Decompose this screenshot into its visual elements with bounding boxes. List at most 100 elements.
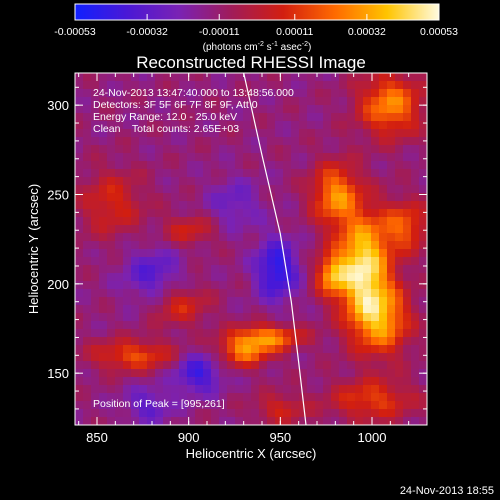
heatmap-cell — [131, 113, 140, 122]
heatmap-cell — [131, 201, 140, 210]
heatmap-cell — [155, 233, 164, 242]
heatmap-cell — [323, 369, 332, 378]
heatmap-cell — [75, 353, 84, 362]
heatmap-cell — [235, 97, 244, 106]
heatmap-cell — [355, 337, 364, 346]
heatmap-cell — [331, 137, 340, 146]
heatmap-cell — [355, 233, 364, 242]
heatmap-cell — [195, 137, 204, 146]
heatmap-cell — [83, 369, 92, 378]
heatmap-cell — [299, 177, 308, 186]
heatmap-cell — [115, 113, 124, 122]
heatmap-cell — [123, 105, 132, 114]
heatmap-cell — [155, 361, 164, 370]
annotation-peak: Position of Peak = [995,261] — [93, 398, 225, 410]
heatmap-cell — [131, 89, 140, 98]
heatmap-cell — [211, 353, 220, 362]
heatmap-cell — [203, 169, 212, 178]
heatmap-cell — [75, 329, 84, 338]
heatmap-cell — [243, 361, 252, 370]
heatmap-cell — [155, 321, 164, 330]
heatmap-cell — [403, 81, 412, 90]
heatmap-cell — [291, 225, 300, 234]
heatmap-cell — [283, 369, 292, 378]
heatmap-cell — [219, 265, 228, 274]
heatmap-cell — [139, 233, 148, 242]
heatmap-cell — [91, 81, 100, 90]
heatmap-cell — [171, 137, 180, 146]
heatmap-cell — [403, 345, 412, 354]
heatmap-cell — [139, 193, 148, 202]
heatmap-cell — [315, 401, 324, 410]
heatmap-cell — [307, 105, 316, 114]
heatmap-cell — [99, 281, 108, 290]
heatmap-cell — [171, 209, 180, 218]
heatmap-cell — [75, 401, 84, 410]
heatmap-cell — [187, 193, 196, 202]
heatmap-cell — [283, 345, 292, 354]
heatmap-cell — [131, 193, 140, 202]
heatmap-cell — [387, 105, 396, 114]
heatmap-cell — [419, 233, 427, 242]
heatmap-cell — [395, 81, 404, 90]
heatmap-cell — [107, 321, 116, 330]
heatmap-cell — [171, 377, 180, 386]
heatmap-cell — [339, 169, 348, 178]
heatmap-cell — [339, 409, 348, 418]
y-tick-label: 250 — [47, 188, 69, 203]
heatmap-cell — [307, 169, 316, 178]
heatmap-cell — [363, 161, 372, 170]
heatmap-cell — [139, 129, 148, 138]
heatmap-cell — [275, 241, 284, 250]
heatmap-cell — [163, 145, 172, 154]
heatmap-cell — [163, 137, 172, 146]
heatmap-cell — [163, 401, 172, 410]
heatmap-cell — [171, 225, 180, 234]
heatmap-cell — [331, 73, 340, 82]
heatmap-cell — [315, 81, 324, 90]
heatmap-cell — [363, 313, 372, 322]
heatmap-cell — [347, 393, 356, 402]
heatmap-cell — [379, 225, 388, 234]
heatmap-cell — [323, 393, 332, 402]
heatmap-cell — [419, 361, 427, 370]
heatmap-cell — [91, 281, 100, 290]
heatmap-cell — [139, 249, 148, 258]
heatmap-cell — [395, 345, 404, 354]
heatmap-cell — [187, 281, 196, 290]
heatmap-cell — [211, 257, 220, 266]
heatmap-cell — [123, 297, 132, 306]
heatmap-cell — [259, 385, 268, 394]
heatmap-cell — [347, 345, 356, 354]
heatmap-cell — [115, 225, 124, 234]
heatmap-cell — [387, 97, 396, 106]
heatmap-cell — [219, 97, 228, 106]
heatmap-cell — [331, 89, 340, 98]
heatmap-cell — [107, 193, 116, 202]
heatmap-cell — [323, 177, 332, 186]
heatmap-cell — [211, 225, 220, 234]
heatmap-cell — [147, 129, 156, 138]
heatmap-cell — [211, 201, 220, 210]
heatmap-cell — [227, 121, 236, 130]
heatmap-cell — [315, 353, 324, 362]
heatmap-cell — [299, 265, 308, 274]
heatmap-cell — [83, 233, 92, 242]
heatmap-cell — [147, 249, 156, 258]
heatmap-cell — [251, 185, 260, 194]
heatmap-cell — [323, 265, 332, 274]
heatmap-cell — [291, 377, 300, 386]
heatmap-cell — [91, 409, 100, 418]
heatmap-cell — [171, 385, 180, 394]
heatmap-cell — [251, 169, 260, 178]
heatmap-cell — [387, 417, 396, 425]
heatmap-cell — [371, 161, 380, 170]
heatmap-cell — [187, 105, 196, 114]
heatmap-cell — [195, 377, 204, 386]
heatmap-cell — [75, 233, 84, 242]
heatmap-cell — [235, 81, 244, 90]
heatmap-cell — [163, 129, 172, 138]
heatmap-cell — [347, 281, 356, 290]
heatmap-cell — [371, 73, 380, 82]
heatmap-cell — [259, 417, 268, 425]
